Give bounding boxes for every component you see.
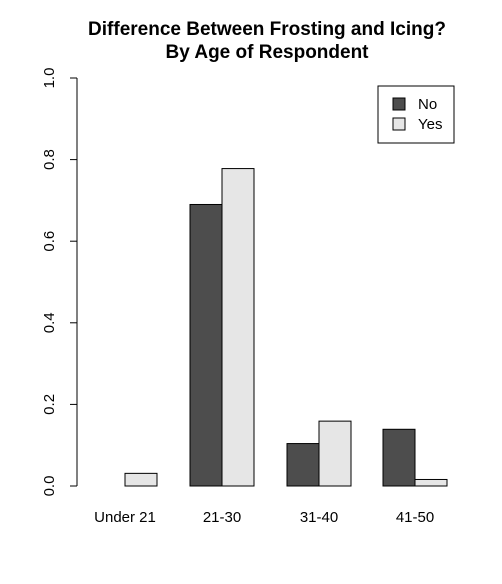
chart-title-line-1: Difference Between Frosting and Icing?: [88, 19, 446, 40]
bar-yes-1: [221, 168, 255, 487]
y-tick-label: 0.0: [41, 476, 58, 497]
bar-yes-3: [414, 478, 448, 487]
legend-label-no: No: [418, 96, 437, 113]
bar-yes-0: [124, 472, 158, 487]
bar-no-2: [286, 443, 320, 487]
x-tick-label: Under 21: [94, 509, 156, 526]
legend-box: [377, 85, 455, 144]
y-tick-label: 0.6: [41, 231, 58, 252]
y-tick-label: 1.0: [41, 68, 58, 89]
bar-no-3: [382, 428, 416, 487]
bar-no-1: [189, 203, 223, 487]
y-tick-label: 0.8: [41, 149, 58, 170]
y-tick-label: 0.2: [41, 394, 58, 415]
x-axis-labels: Under 21 21-30 31-40 41-50: [94, 509, 434, 526]
x-tick-label: 21-30: [203, 509, 241, 526]
bars-group: [124, 168, 448, 487]
y-tick-label: 0.4: [41, 312, 58, 333]
bar-yes-2: [318, 420, 352, 487]
legend-label-yes: Yes: [418, 116, 442, 133]
chart-title-line-2: By Age of Respondent: [165, 42, 369, 63]
y-axis: 0.0 0.2 0.4 0.6 0.8 1.0: [41, 68, 78, 497]
legend-swatch-yes: [392, 117, 406, 131]
x-tick-label: 41-50: [396, 509, 434, 526]
legend-swatch-no: [392, 97, 406, 111]
legend: No Yes: [377, 85, 455, 144]
x-tick-label: 31-40: [300, 509, 338, 526]
